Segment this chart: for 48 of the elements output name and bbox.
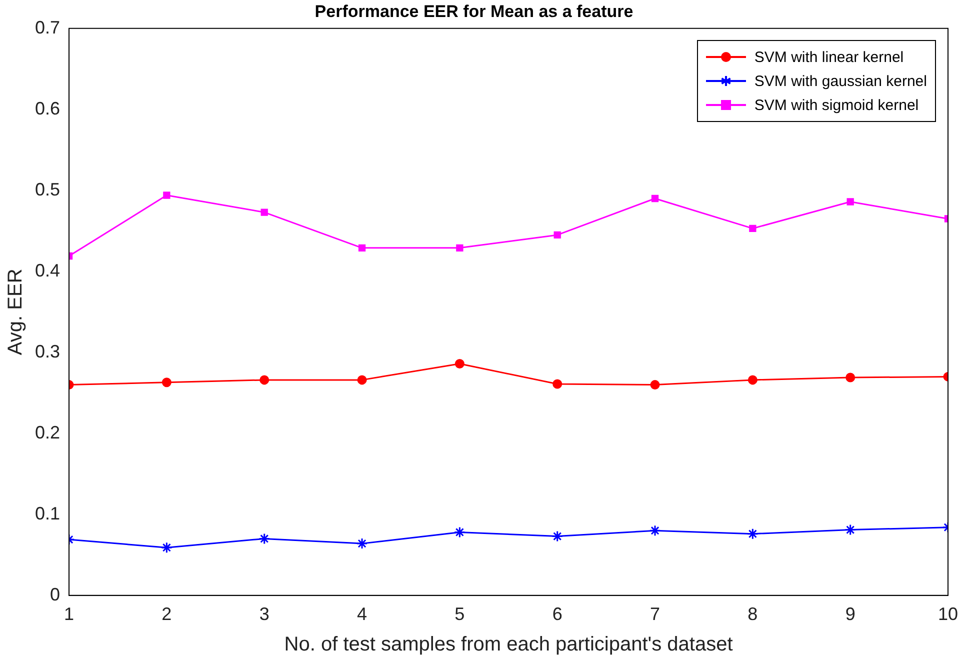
point bbox=[260, 375, 270, 385]
x-tick-label: 6 bbox=[552, 604, 562, 624]
point bbox=[846, 198, 854, 206]
x-tick-label: 9 bbox=[845, 604, 856, 624]
y-tick-label: 0.4 bbox=[34, 260, 60, 280]
point bbox=[357, 375, 367, 385]
point bbox=[160, 542, 172, 554]
point bbox=[163, 192, 170, 199]
y-tick-label: 0.3 bbox=[34, 341, 60, 362]
x-tick-label: 5 bbox=[454, 604, 465, 624]
y-tick-label: 0.1 bbox=[34, 503, 60, 524]
point bbox=[749, 224, 756, 232]
point bbox=[454, 358, 464, 368]
x-tick-label: 2 bbox=[162, 604, 172, 624]
point bbox=[846, 372, 856, 382]
point bbox=[552, 379, 562, 389]
point bbox=[651, 194, 659, 202]
y-tick-label: 0.7 bbox=[34, 17, 60, 38]
x-tick-label: 3 bbox=[259, 604, 270, 624]
point bbox=[162, 378, 172, 388]
x-tick-label: 1 bbox=[64, 604, 74, 624]
x-tick-label: 4 bbox=[357, 604, 368, 624]
point bbox=[554, 231, 561, 239]
y-tick-label: 0 bbox=[50, 584, 60, 604]
point bbox=[746, 528, 758, 540]
x-axis-title: No. of test samples from each participant's dataset bbox=[284, 634, 734, 656]
point bbox=[748, 375, 758, 385]
point bbox=[650, 380, 660, 390]
y-tick-label: 0.6 bbox=[34, 98, 60, 118]
point bbox=[258, 532, 270, 544]
x-tick-label: 8 bbox=[748, 604, 758, 624]
y-axis-title: Avg. EER bbox=[4, 268, 27, 356]
legend-label: SVM with gaussian kernel bbox=[754, 72, 927, 90]
point bbox=[456, 244, 464, 252]
x-tick-label: 7 bbox=[650, 604, 660, 624]
point bbox=[844, 524, 856, 536]
point bbox=[552, 530, 564, 542]
y-tick-label: 0.2 bbox=[34, 422, 60, 442]
y-tick-label: 0.5 bbox=[34, 179, 60, 200]
chart-title: Performance EER for Mean as a feature bbox=[314, 2, 634, 21]
point bbox=[356, 538, 368, 550]
point bbox=[649, 524, 661, 536]
point bbox=[454, 526, 466, 538]
point bbox=[260, 208, 268, 216]
legend-label: SVM with sigmoid kernel bbox=[754, 96, 919, 114]
x-tick-label: 10 bbox=[938, 604, 958, 624]
legend-label: SVM with linear kernel bbox=[754, 48, 904, 66]
point bbox=[358, 244, 366, 252]
